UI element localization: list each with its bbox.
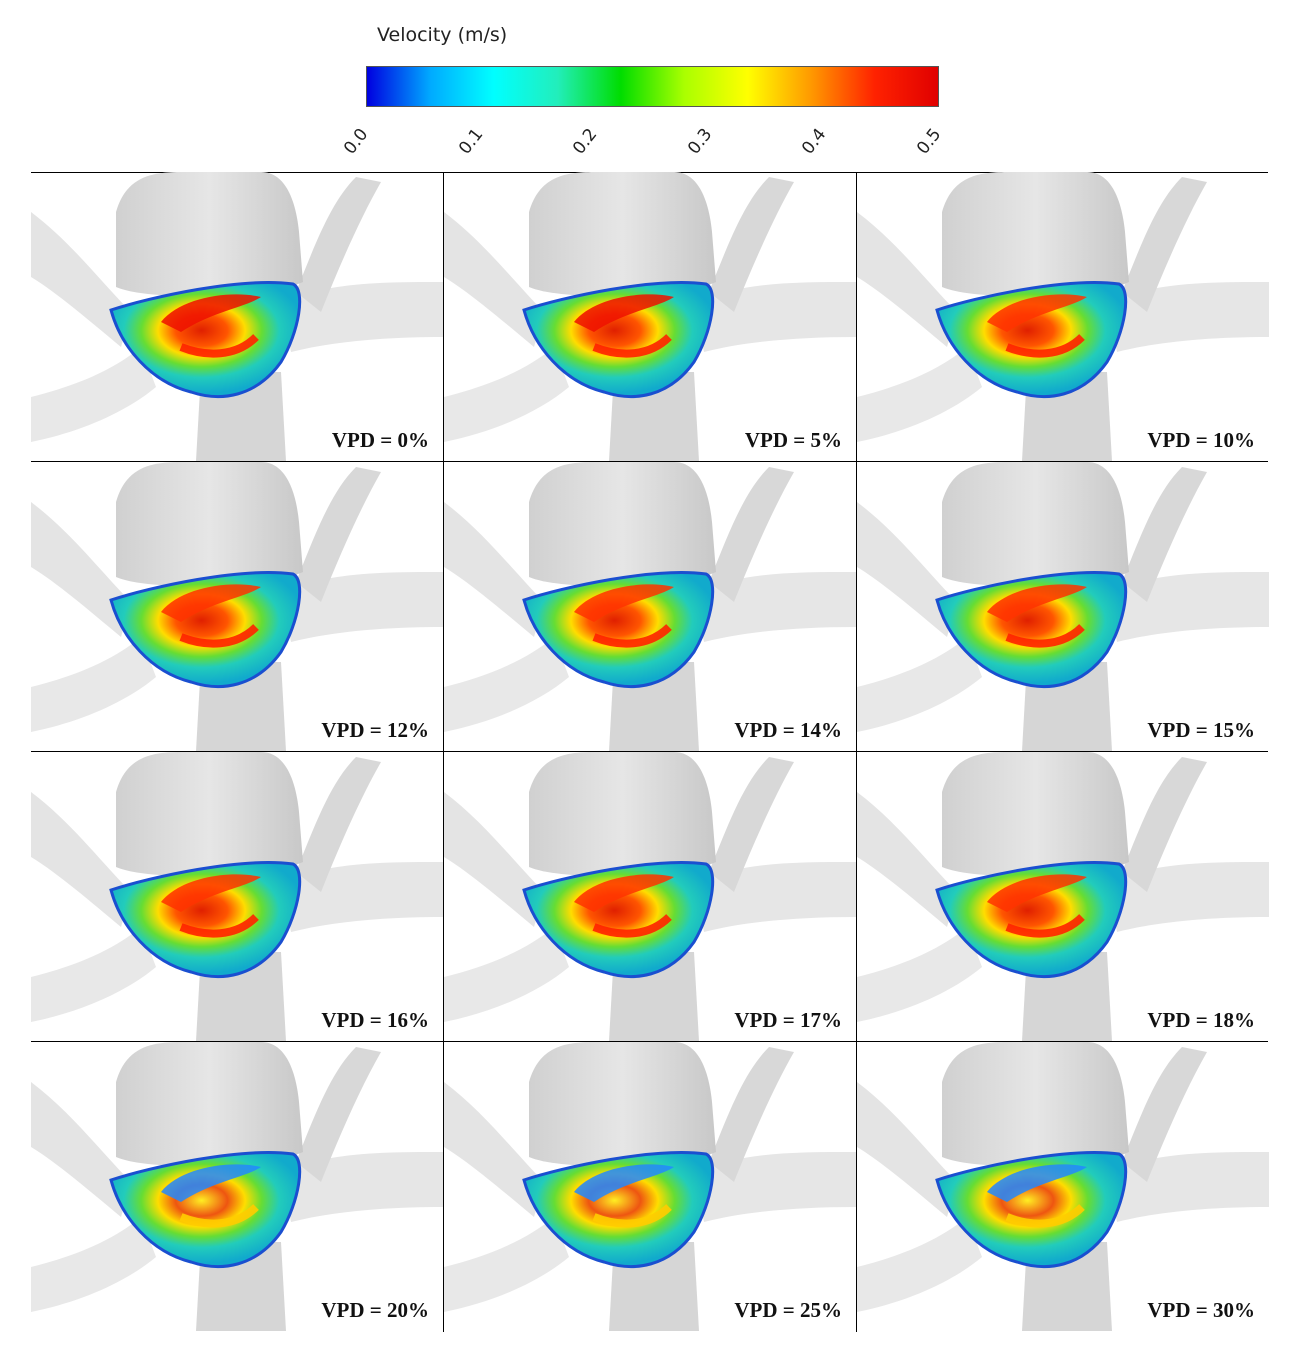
colorbar-title: Velocity (m/s) (377, 24, 508, 46)
velocity-panel: VPD = 30% (857, 1042, 1269, 1331)
vpd-label: VPD = 5% (744, 428, 842, 452)
aneurysm-velocity-render (444, 752, 856, 1041)
velocity-panel: VPD = 17% (444, 752, 856, 1041)
vpd-label: VPD = 15% (1147, 718, 1255, 742)
aneurysm-velocity-render (31, 1042, 443, 1331)
velocity-panel: VPD = 12% (31, 462, 443, 751)
velocity-panel: VPD = 14% (444, 462, 856, 751)
aneurysm-velocity-render (31, 172, 443, 461)
vpd-label: VPD = 25% (734, 1298, 842, 1322)
aneurysm-velocity-render (857, 462, 1269, 751)
colorbar-tick: 0.2 (569, 124, 602, 159)
velocity-panel: VPD = 15% (857, 462, 1269, 751)
aneurysm-velocity-render (444, 462, 856, 751)
vpd-label: VPD = 0% (331, 428, 429, 452)
velocity-panel: VPD = 5% (444, 172, 856, 461)
panel-grid: VPD = 0% VPD = 5% (31, 172, 1269, 1332)
vpd-label: VPD = 20% (321, 1298, 429, 1322)
velocity-panel: VPD = 20% (31, 1042, 443, 1331)
vpd-label: VPD = 16% (321, 1008, 429, 1032)
vpd-label: VPD = 17% (734, 1008, 842, 1032)
colorbar (366, 66, 939, 107)
aneurysm-velocity-render (857, 752, 1269, 1041)
aneurysm-velocity-render (31, 752, 443, 1041)
colorbar-tick: 0.3 (683, 124, 717, 159)
colorbar-tick: 0.1 (454, 124, 488, 159)
velocity-panel: VPD = 16% (31, 752, 443, 1041)
aneurysm-velocity-render (444, 1042, 856, 1331)
aneurysm-velocity-render (31, 462, 443, 751)
aneurysm-velocity-render (857, 1042, 1269, 1331)
colorbar-tick: 0.4 (798, 124, 831, 159)
vpd-label: VPD = 12% (321, 718, 429, 742)
velocity-panel: VPD = 18% (857, 752, 1269, 1041)
grid-divider (31, 751, 1268, 752)
grid-divider (31, 1041, 1268, 1042)
aneurysm-velocity-render (857, 172, 1269, 461)
vpd-label: VPD = 10% (1147, 428, 1255, 452)
aneurysm-velocity-render (444, 172, 856, 461)
colorbar-tick: 0.5 (913, 124, 946, 159)
vpd-label: VPD = 30% (1147, 1298, 1255, 1322)
velocity-panel: VPD = 10% (857, 172, 1269, 461)
grid-divider (31, 461, 1268, 462)
grid-divider (443, 172, 444, 1332)
vpd-label: VPD = 14% (734, 718, 842, 742)
velocity-panel: VPD = 25% (444, 1042, 856, 1331)
colorbar-tick: 0.0 (340, 124, 373, 159)
velocity-panel: VPD = 0% (31, 172, 443, 461)
vpd-label: VPD = 18% (1147, 1008, 1255, 1032)
grid-divider (856, 172, 857, 1332)
